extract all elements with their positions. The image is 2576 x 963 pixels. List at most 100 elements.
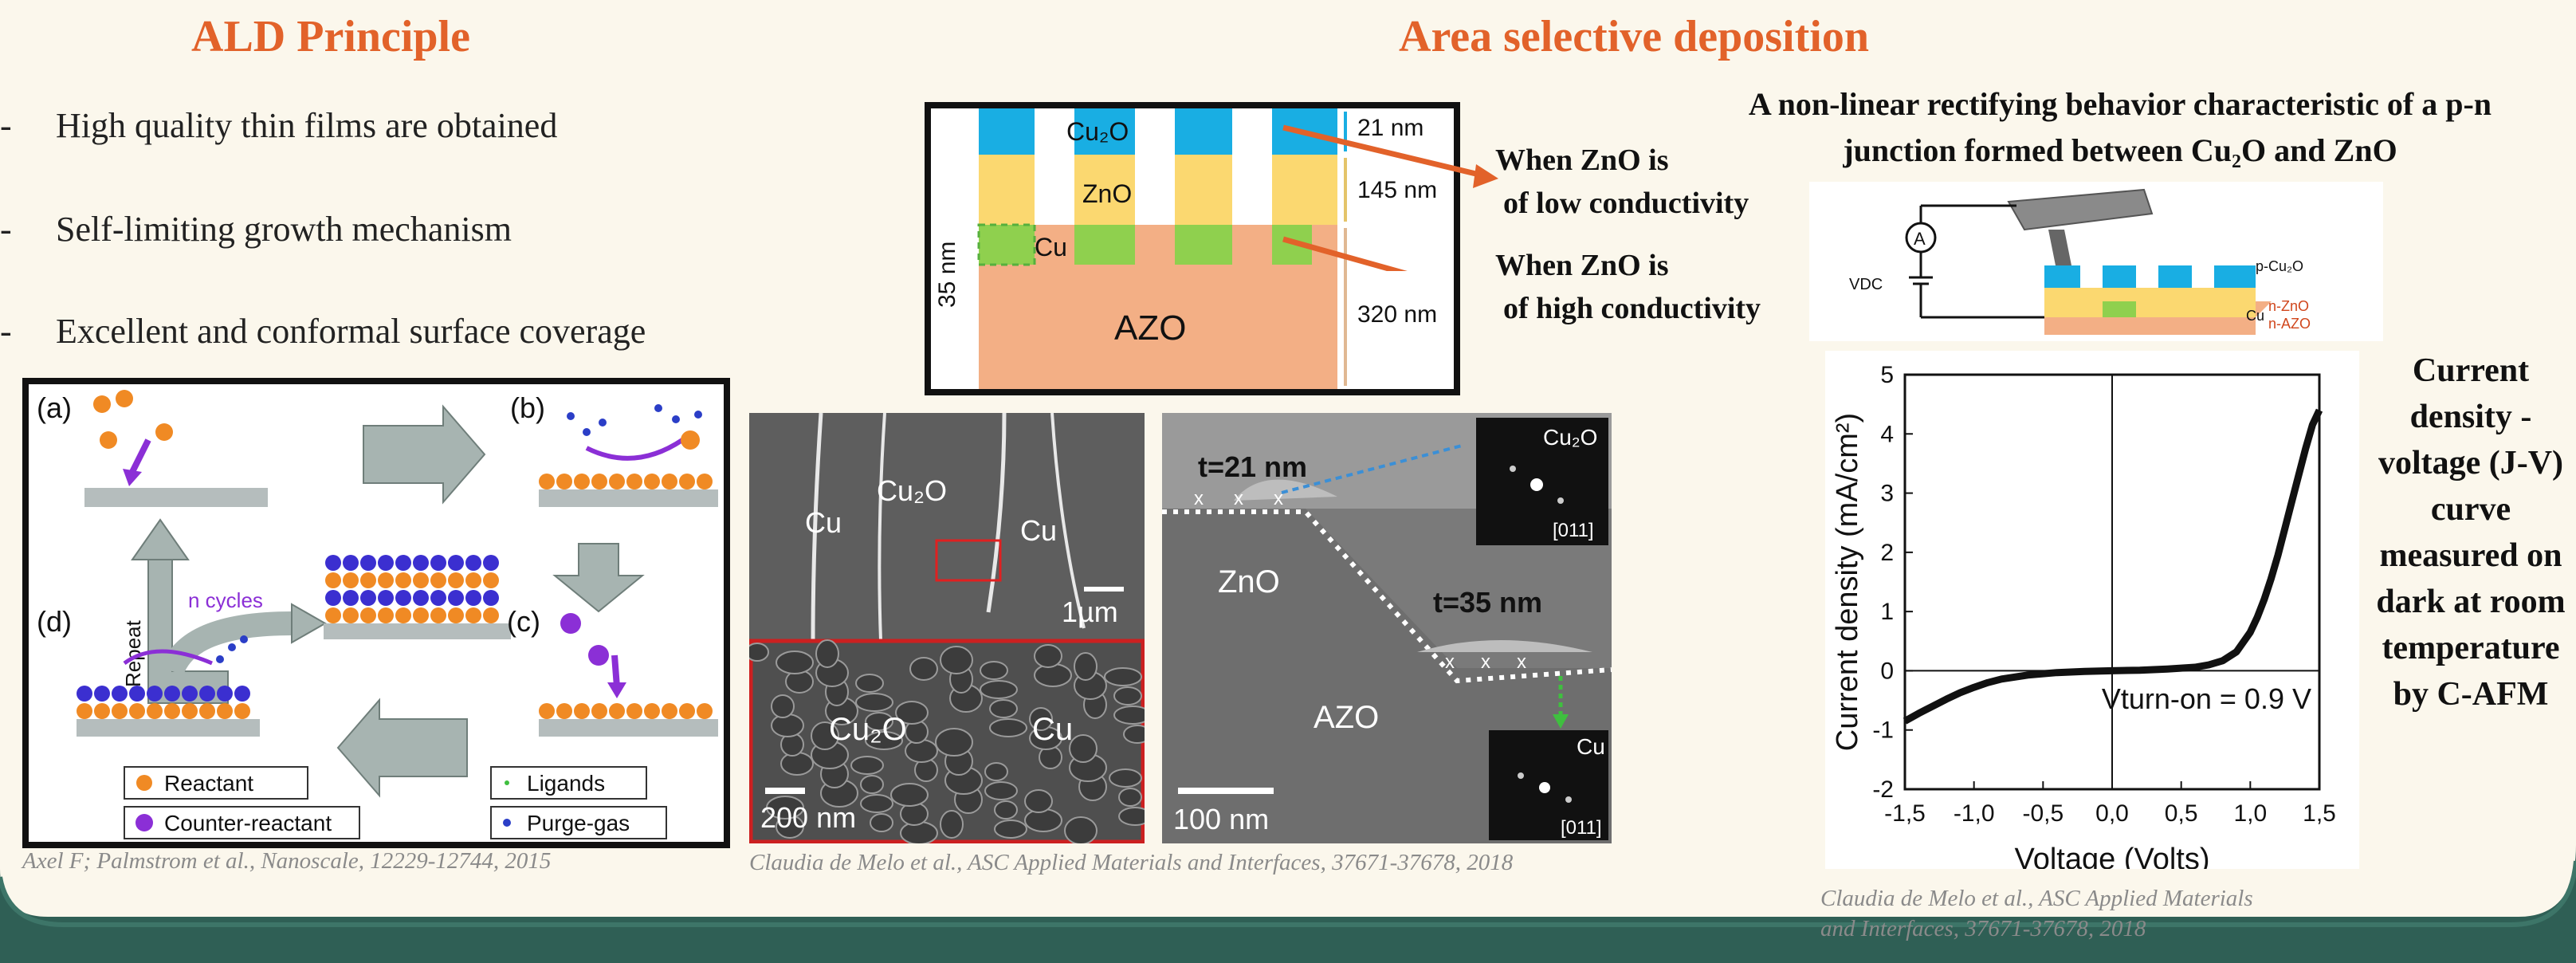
- step-c-label: (c): [507, 605, 540, 638]
- fft-inset-top: [1476, 418, 1608, 545]
- sem-cross-section-image: t=21 nm t=35 nm ZnO AZO x x x x x x 100 …: [1162, 413, 1612, 843]
- arrow-right-icon: [363, 404, 486, 505]
- svg-text:x: x: [1274, 488, 1283, 509]
- arrow-left-icon: [336, 698, 468, 798]
- svg-text:t=21 nm: t=21 nm: [1198, 450, 1307, 483]
- ald-cycle-figure: (a) (b) Repeat n cycles (c): [22, 378, 730, 848]
- svg-text:x: x: [1234, 488, 1243, 509]
- y-tick-label: 0: [1880, 658, 1894, 684]
- step-b-label: (b): [510, 391, 545, 424]
- jv-side-caption: Current density - voltage (J-V) curve me…: [2376, 352, 2566, 713]
- svg-text:Cu₂O: Cu₂O: [1066, 117, 1129, 146]
- counter-reactant-icon: [135, 814, 153, 831]
- ald-cycle-diagram: (a) (b) Repeat n cycles (c): [37, 390, 718, 839]
- n-cycles-label: n cycles: [188, 588, 263, 612]
- svg-text:35 nm: 35 nm: [934, 242, 960, 308]
- area-selective-title: Area selective deposition: [1399, 12, 1869, 61]
- svg-text:Counter-reactant: Counter-reactant: [164, 811, 332, 835]
- svg-text:Cu: Cu: [1020, 514, 1057, 547]
- svg-text:p-Cu₂O: p-Cu₂O: [2256, 258, 2303, 274]
- svg-text:21 nm: 21 nm: [1357, 115, 1423, 141]
- svg-text:Cu₂O: Cu₂O: [829, 712, 907, 747]
- step-d-label: (d): [37, 605, 72, 638]
- svg-text:AZO: AZO: [1114, 309, 1186, 348]
- annotation-arrows: [1282, 124, 1498, 271]
- legend-ligands: [490, 766, 647, 800]
- svg-text:Reactant: Reactant: [164, 771, 253, 796]
- svg-text:x: x: [1445, 651, 1455, 673]
- citation-ald: Axel F; Palmstrom et al., Nanoscale, 122…: [22, 848, 552, 874]
- step-a-label: (a): [37, 391, 72, 424]
- x-tick-label: -0,5: [2022, 800, 2064, 827]
- jv-chart: -1,5 -1,0 -0,5 0,0 0,5 1,0 1,5 -2 -1 0 1 2 3 4 5 Voltag…: [1825, 351, 2359, 876]
- svg-text:VDC: VDC: [1849, 276, 1883, 293]
- substrate-a: [84, 488, 268, 507]
- svg-text:Cu₂O: Cu₂O: [877, 474, 947, 507]
- svg-text:Cu: Cu: [1035, 233, 1067, 261]
- x-tick-label: 0,0: [2095, 800, 2129, 827]
- y-tick-label: 1: [1880, 599, 1894, 625]
- y-tick-label: 3: [1880, 481, 1894, 507]
- svg-text:Cu₂O: Cu₂O: [1543, 425, 1597, 450]
- turn-on-annotation: Vturn-on = 0.9 V: [2102, 682, 2311, 715]
- svg-text:Ligands: Ligands: [527, 771, 605, 796]
- legend-purge-gas: [490, 806, 667, 839]
- y-axis-label: Current density (mA/cm²): [1831, 413, 1864, 751]
- svg-text:145 nm: 145 nm: [1357, 177, 1437, 203]
- x-tick-label: 1,0: [2233, 800, 2267, 827]
- svg-text:Cu: Cu: [1032, 712, 1073, 747]
- svg-text:n-ZnO: n-ZnO: [2268, 298, 2309, 314]
- svg-text:Purge-gas: Purge-gas: [527, 811, 630, 835]
- citation-jv: Claudia de Melo et al., ASC Applied Mate…: [1820, 886, 2253, 941]
- arrow-down-icon: [552, 543, 645, 613]
- substrate-d: [77, 719, 260, 737]
- citation-asd: Claudia de Melo et al., ASC Applied Mate…: [749, 850, 1514, 875]
- svg-text:Cu: Cu: [805, 506, 842, 539]
- svg-text:x: x: [1194, 488, 1204, 509]
- svg-text:n-AZO: n-AZO: [2268, 316, 2311, 332]
- svg-text:A: A: [1914, 229, 1926, 249]
- svg-text:100 nm: 100 nm: [1173, 803, 1269, 835]
- svg-text:Cu: Cu: [2246, 308, 2264, 324]
- y-tick-label: -1: [1872, 717, 1894, 744]
- film-stack: [324, 623, 511, 639]
- purge-gas-icon: [503, 819, 511, 827]
- svg-text:ZnO: ZnO: [1218, 564, 1280, 599]
- ald-principle-title: ALD Principle: [191, 12, 470, 61]
- sem-top-view-image: Cu Cu₂O Cu 1µm Cu₂O Cu 200 nm: [749, 413, 1145, 843]
- rectifying-heading: A non-linear rectifying behavior charact…: [1748, 86, 2492, 168]
- annotation-low-conductivity: When ZnO is of low conductivity: [1495, 143, 1749, 220]
- arrow-up-icon: [131, 518, 190, 560]
- svg-text:[011]: [011]: [1553, 520, 1594, 541]
- legend-counter-reactant: [124, 806, 360, 839]
- cu-pad: [1074, 225, 1135, 265]
- x-tick-label: 1,5: [2303, 800, 2336, 827]
- legend-reactant: [124, 766, 308, 800]
- svg-text:320 nm: 320 nm: [1357, 301, 1437, 328]
- x-axis-label: Voltage (Volts): [2014, 843, 2209, 869]
- svg-text:1µm: 1µm: [1062, 595, 1118, 628]
- bullet-item: - Self-limiting growth mechanism: [0, 210, 512, 249]
- svg-text:t=35 nm: t=35 nm: [1433, 586, 1542, 619]
- svg-text:200 nm: 200 nm: [760, 801, 856, 834]
- svg-text:Cu: Cu: [1577, 734, 1605, 759]
- svg-text:[011]: [011]: [1561, 817, 1602, 839]
- bullet-item: - Excellent and conformal surface coverag…: [0, 312, 646, 351]
- y-tick-label: 2: [1880, 540, 1894, 566]
- y-tick-label: 4: [1880, 421, 1894, 447]
- y-tick-label: 5: [1880, 362, 1894, 388]
- svg-text:x: x: [1517, 651, 1526, 673]
- annotation-high-conductivity: When ZnO is of high conductivity: [1495, 249, 1761, 325]
- jv-curve: [1903, 408, 2323, 725]
- ligand-icon: [505, 780, 509, 785]
- svg-text:ZnO: ZnO: [1082, 179, 1132, 208]
- svg-text:x: x: [1481, 651, 1490, 673]
- bullet-item: - High quality thin films are obtained: [0, 106, 558, 145]
- arrow-right-icon: [291, 603, 328, 644]
- y-tick-label: -2: [1872, 776, 1894, 803]
- layer-stack-figure: Cu₂O ZnO Cu AZO 35 nm 21 nm 145 nm 320 n…: [925, 102, 1460, 395]
- x-tick-label: -1,5: [1884, 800, 1926, 827]
- substrate-b: [539, 489, 718, 507]
- svg-text:AZO: AZO: [1314, 700, 1379, 735]
